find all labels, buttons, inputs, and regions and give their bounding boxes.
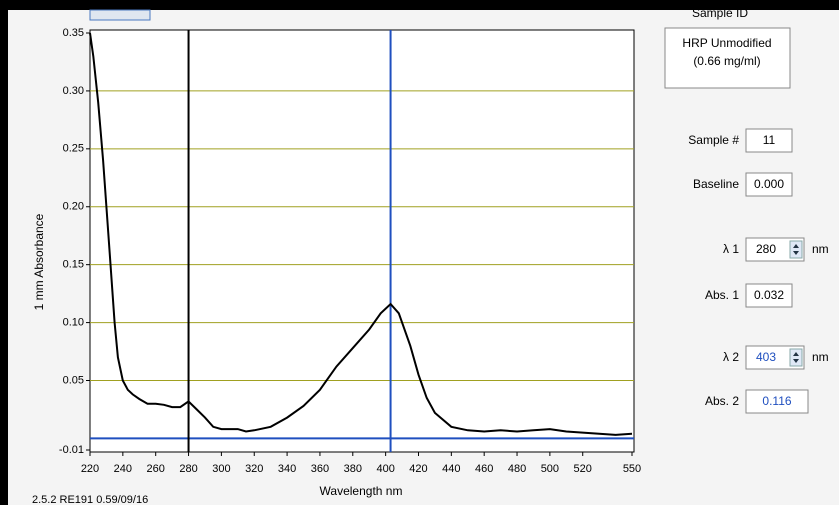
field-value: 0.116 bbox=[762, 394, 791, 408]
x-tick-label: 260 bbox=[147, 463, 165, 475]
unit: nm bbox=[812, 242, 829, 256]
y-tick-label: 0.10 bbox=[63, 316, 84, 328]
field-box[interactable] bbox=[745, 283, 793, 308]
field-value: 403 bbox=[756, 350, 776, 364]
plot-area bbox=[89, 29, 635, 453]
x-tick-label: 550 bbox=[623, 463, 641, 475]
spinner[interactable] bbox=[789, 240, 803, 259]
field-label: λ 1 bbox=[723, 242, 739, 256]
x-tick-label: 480 bbox=[508, 463, 526, 475]
field-box[interactable] bbox=[745, 389, 809, 414]
y-tick-label: 0.05 bbox=[63, 374, 84, 386]
y-tick-label: 0.15 bbox=[63, 259, 84, 271]
x-tick-label: 220 bbox=[81, 463, 99, 475]
unit: nm bbox=[812, 350, 829, 364]
sample-id-line: HRP Unmodified bbox=[682, 36, 771, 50]
field-label: Baseline bbox=[693, 177, 739, 191]
left-border bbox=[0, 0, 8, 505]
sample-id-label: Sample ID bbox=[692, 6, 748, 20]
x-tick-label: 280 bbox=[179, 463, 197, 475]
top-border bbox=[0, 0, 839, 10]
x-tick-label: 340 bbox=[278, 463, 296, 475]
sample-id-box[interactable] bbox=[664, 27, 791, 89]
y-axis-label: 1 mm Absorbance bbox=[32, 213, 46, 310]
footer: 2.5.2 RE191 0.59/09/16 bbox=[32, 494, 148, 505]
x-tick-label: 440 bbox=[442, 463, 460, 475]
x-tick-label: 400 bbox=[376, 463, 394, 475]
y-tick-label: 0.30 bbox=[63, 85, 84, 97]
spinner[interactable] bbox=[789, 348, 803, 367]
x-tick-label: 500 bbox=[541, 463, 559, 475]
x-tick-label: 420 bbox=[409, 463, 427, 475]
field-label: Abs. 2 bbox=[705, 394, 739, 408]
x-axis-label: Wavelength nm bbox=[320, 484, 403, 498]
field-box[interactable] bbox=[745, 172, 793, 197]
x-tick-label: 460 bbox=[475, 463, 493, 475]
y-tick-label: 0.25 bbox=[63, 143, 84, 155]
field-box[interactable] bbox=[745, 128, 793, 153]
x-tick-label: 300 bbox=[212, 463, 230, 475]
field-value: 0.000 bbox=[754, 177, 784, 191]
y-tick-label: 0.20 bbox=[63, 201, 84, 213]
x-tick-label: 240 bbox=[114, 463, 132, 475]
plot: 0.35 0.30 0.25 0.20 0.15 0.10 0.05 -0.01 220 240 2… bbox=[59, 27, 641, 475]
x-tick-label: 380 bbox=[344, 463, 362, 475]
field-value: 11 bbox=[763, 133, 776, 147]
y-tick-label: 0.35 bbox=[63, 27, 84, 39]
field-label: λ 2 bbox=[723, 350, 739, 364]
field-value: 280 bbox=[756, 242, 776, 256]
spectrum-line bbox=[89, 32, 633, 436]
field-value: 0.032 bbox=[754, 288, 784, 302]
field-label: Sample # bbox=[688, 133, 739, 147]
x-tick-label: 320 bbox=[245, 463, 263, 475]
sample-id-line: (0.66 mg/ml) bbox=[693, 54, 760, 68]
x-tick-label: 360 bbox=[311, 463, 329, 475]
tab[interactable] bbox=[89, 9, 151, 21]
y-tick-label: -0.01 bbox=[59, 444, 84, 456]
x-tick-label: 520 bbox=[574, 463, 592, 475]
field-label: Abs. 1 bbox=[705, 288, 739, 302]
